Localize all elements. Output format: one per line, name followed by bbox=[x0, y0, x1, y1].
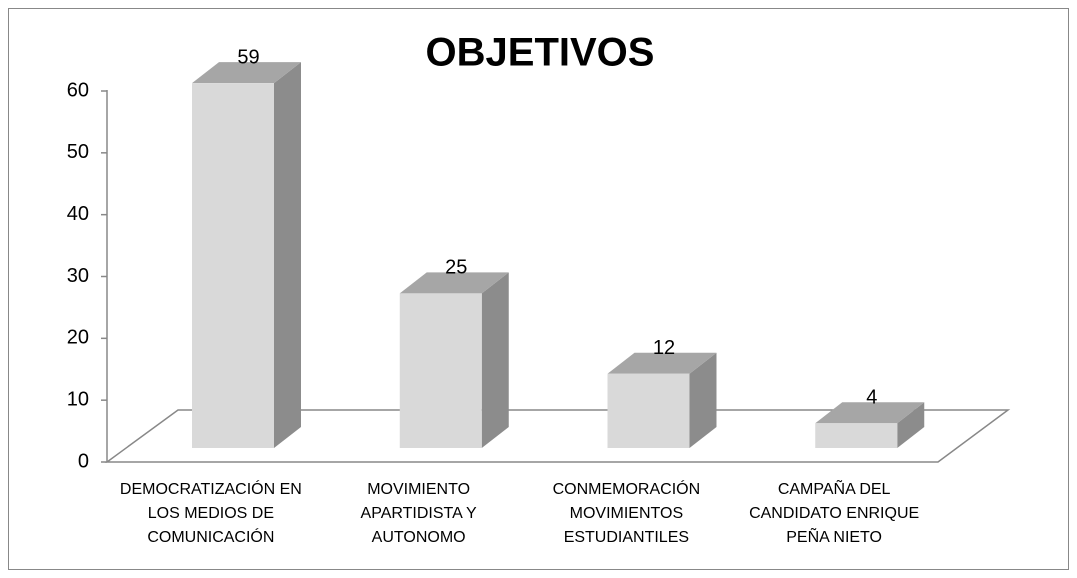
bar-side bbox=[481, 272, 509, 448]
bar bbox=[815, 423, 898, 448]
x-tick-label: DEMOCRATIZACIÓN EN LOS MEDIOS DE COMUNIC… bbox=[119, 481, 302, 546]
y-tick-label: 30 bbox=[67, 265, 89, 287]
bar-top bbox=[815, 402, 925, 424]
x-tick-label: CAMPAÑA DEL CANDIDATO ENRIQUE PEÑA NIETO bbox=[749, 481, 920, 546]
y-tick-label: 60 bbox=[67, 79, 89, 101]
data-label: 25 bbox=[445, 257, 467, 279]
bar bbox=[607, 373, 690, 448]
y-tick-label: 40 bbox=[67, 203, 89, 225]
y-tick-label: 20 bbox=[67, 327, 89, 349]
chart-title: OBJETIVOS bbox=[426, 31, 655, 75]
bar bbox=[399, 293, 482, 448]
y-tick-label: 10 bbox=[67, 388, 89, 410]
x-tick-label: CONMEMORACIÓN MOVIMIENTOS ESTUDIANTILES bbox=[552, 481, 701, 546]
bar-side bbox=[274, 62, 301, 448]
floor bbox=[104, 409, 1011, 463]
chart-border bbox=[8, 8, 1069, 570]
y-tick-label: 0 bbox=[78, 450, 89, 472]
bar-side bbox=[897, 402, 925, 448]
data-label: 59 bbox=[237, 46, 259, 68]
bar-top bbox=[192, 62, 301, 84]
bar-side bbox=[689, 352, 717, 448]
x-tick-label: MOVIMIENTO APARTIDISTA Y AUTONOMO bbox=[360, 481, 477, 546]
bar bbox=[192, 83, 274, 448]
bar-top bbox=[607, 352, 717, 374]
data-label: 4 bbox=[866, 387, 877, 409]
bar-top bbox=[399, 272, 509, 294]
data-label: 12 bbox=[653, 337, 675, 359]
y-tick-label: 50 bbox=[67, 141, 89, 163]
